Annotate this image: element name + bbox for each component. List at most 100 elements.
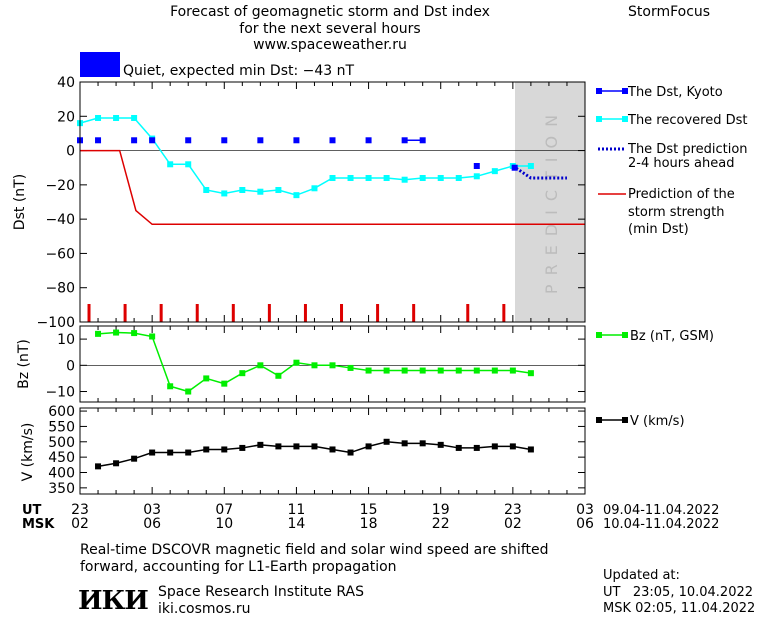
bz-point <box>437 367 444 374</box>
speed-point <box>383 438 390 445</box>
recovered-dst-point <box>95 115 102 121</box>
bz-point <box>149 333 156 340</box>
dst-ytick-label-7: −100 <box>37 315 75 331</box>
bz-ytick-label-0: 10 <box>57 332 75 348</box>
recovered-dst-point <box>473 173 480 180</box>
prediction-region <box>515 82 585 322</box>
bz-point <box>257 362 264 369</box>
speed-point <box>437 441 444 448</box>
bz-point <box>239 370 246 377</box>
bz-point <box>293 359 300 366</box>
brand-name: StormFocus <box>628 4 711 20</box>
msk-date-range: 10.04-11.04.2022 <box>603 517 719 532</box>
status-text: Quiet, expected min Dst: −43 nT <box>123 63 355 79</box>
recovered-dst-point <box>311 185 318 192</box>
recovered-dst-point <box>257 188 264 195</box>
recovered-dst-point <box>491 168 498 175</box>
dst-panel-frame <box>79 81 586 323</box>
msk-tick-label-0: 02 <box>71 516 89 532</box>
speed-point <box>455 444 462 451</box>
ut-tick-label-1: 03 <box>143 502 161 518</box>
kyoto-dst-point <box>329 137 336 144</box>
legend-v-marker-left <box>596 417 602 423</box>
prediction-label: PREDICTION <box>542 106 561 294</box>
msk-tick-label-3: 14 <box>288 516 306 532</box>
bz-point <box>455 367 462 374</box>
dst-axis-label: Dst (nT) <box>12 174 28 230</box>
speed-point <box>293 443 300 450</box>
chart-title-line1: Forecast of geomagnetic storm and Dst in… <box>170 4 490 20</box>
speed-point <box>221 446 228 453</box>
legend-strength-label-3: (min Dst) <box>628 222 689 237</box>
speed-point <box>401 440 408 447</box>
bz-point <box>311 362 318 369</box>
bz-point <box>473 367 480 374</box>
kyoto-dst-point <box>221 137 228 144</box>
msk-tick-label-7: 06 <box>576 516 594 532</box>
bz-point <box>329 362 336 369</box>
institute-url[interactable]: iki.cosmos.ru <box>158 601 251 617</box>
bz-point <box>401 367 408 374</box>
recovered-dst-point <box>167 161 174 168</box>
speed-point <box>491 443 498 450</box>
v-panel-frame <box>79 407 586 495</box>
speed-point <box>149 449 156 456</box>
recovered-dst-point <box>203 187 210 193</box>
ut-tick-label-5: 19 <box>432 502 450 518</box>
speed-point <box>311 443 318 450</box>
v-ytick-label-4: 400 <box>48 466 75 482</box>
recovered-dst-point <box>113 115 120 121</box>
speed-point <box>131 455 138 462</box>
bz-point <box>491 367 498 374</box>
kyoto-dst-point <box>185 137 192 144</box>
speed-point <box>185 449 192 456</box>
dst-ytick-label-3: −20 <box>45 178 75 194</box>
footer-note-line2: forward, accounting for L1-Earth propaga… <box>80 559 397 575</box>
v-ytick-label-2: 500 <box>48 435 75 451</box>
bz-point <box>383 367 390 374</box>
dst-ytick-label-1: 20 <box>57 109 75 125</box>
v-axis-label: V (km/s) <box>20 423 36 482</box>
recovered-dst-point <box>527 163 534 169</box>
bz-point <box>365 367 372 374</box>
speed-point <box>509 443 516 450</box>
legend-kyoto-marker-left <box>596 88 602 94</box>
iki-logo: ИКИ <box>78 586 149 616</box>
ut-tick-label-7: 03 <box>576 502 594 518</box>
msk-tick-label-1: 06 <box>143 516 161 532</box>
recovered-dst-point <box>131 115 138 121</box>
bz-point <box>185 388 192 395</box>
storm-strength-line <box>80 149 585 226</box>
legend-v-marker-right <box>622 417 628 423</box>
bz-axis-label: Bz (nT) <box>16 339 32 389</box>
recovered-dst-point <box>275 187 282 193</box>
legend-recovered-marker-right <box>622 116 628 122</box>
legend-recovered-marker-left <box>596 116 602 122</box>
legend: The Dst, Kyoto The recovered Dst The Dst… <box>596 85 748 429</box>
kyoto-dst-point <box>473 163 480 169</box>
speed-point <box>419 440 426 447</box>
updated-ut: UT 23:05, 10.04.2022 <box>603 585 754 600</box>
bz-line <box>97 331 532 393</box>
speed-point <box>203 446 210 453</box>
kyoto-dst-point <box>511 164 518 171</box>
updated-msk: MSK 02:05, 11.04.2022 <box>603 601 756 616</box>
speed-point <box>347 449 354 456</box>
bz-point <box>221 380 228 387</box>
kyoto-dst-point <box>365 137 372 144</box>
ut-axis-label: UT <box>22 503 42 518</box>
kyoto-dst-point <box>149 137 156 144</box>
msk-tick-label-6: 02 <box>504 516 522 532</box>
recovered-dst-point <box>365 175 372 181</box>
ut-tick-label-2: 07 <box>215 502 233 518</box>
site-url[interactable]: www.spaceweather.ru <box>253 37 407 53</box>
kyoto-dst-point <box>131 137 138 144</box>
ut-tick-label-0: 23 <box>71 502 89 518</box>
recovered-dst-point <box>383 175 390 181</box>
bz-point <box>275 372 282 379</box>
kyoto-dst-point <box>293 137 300 144</box>
dst-ytick-label-4: −40 <box>45 212 75 228</box>
recovered-dst-point <box>185 161 192 168</box>
speed-point <box>257 441 264 448</box>
